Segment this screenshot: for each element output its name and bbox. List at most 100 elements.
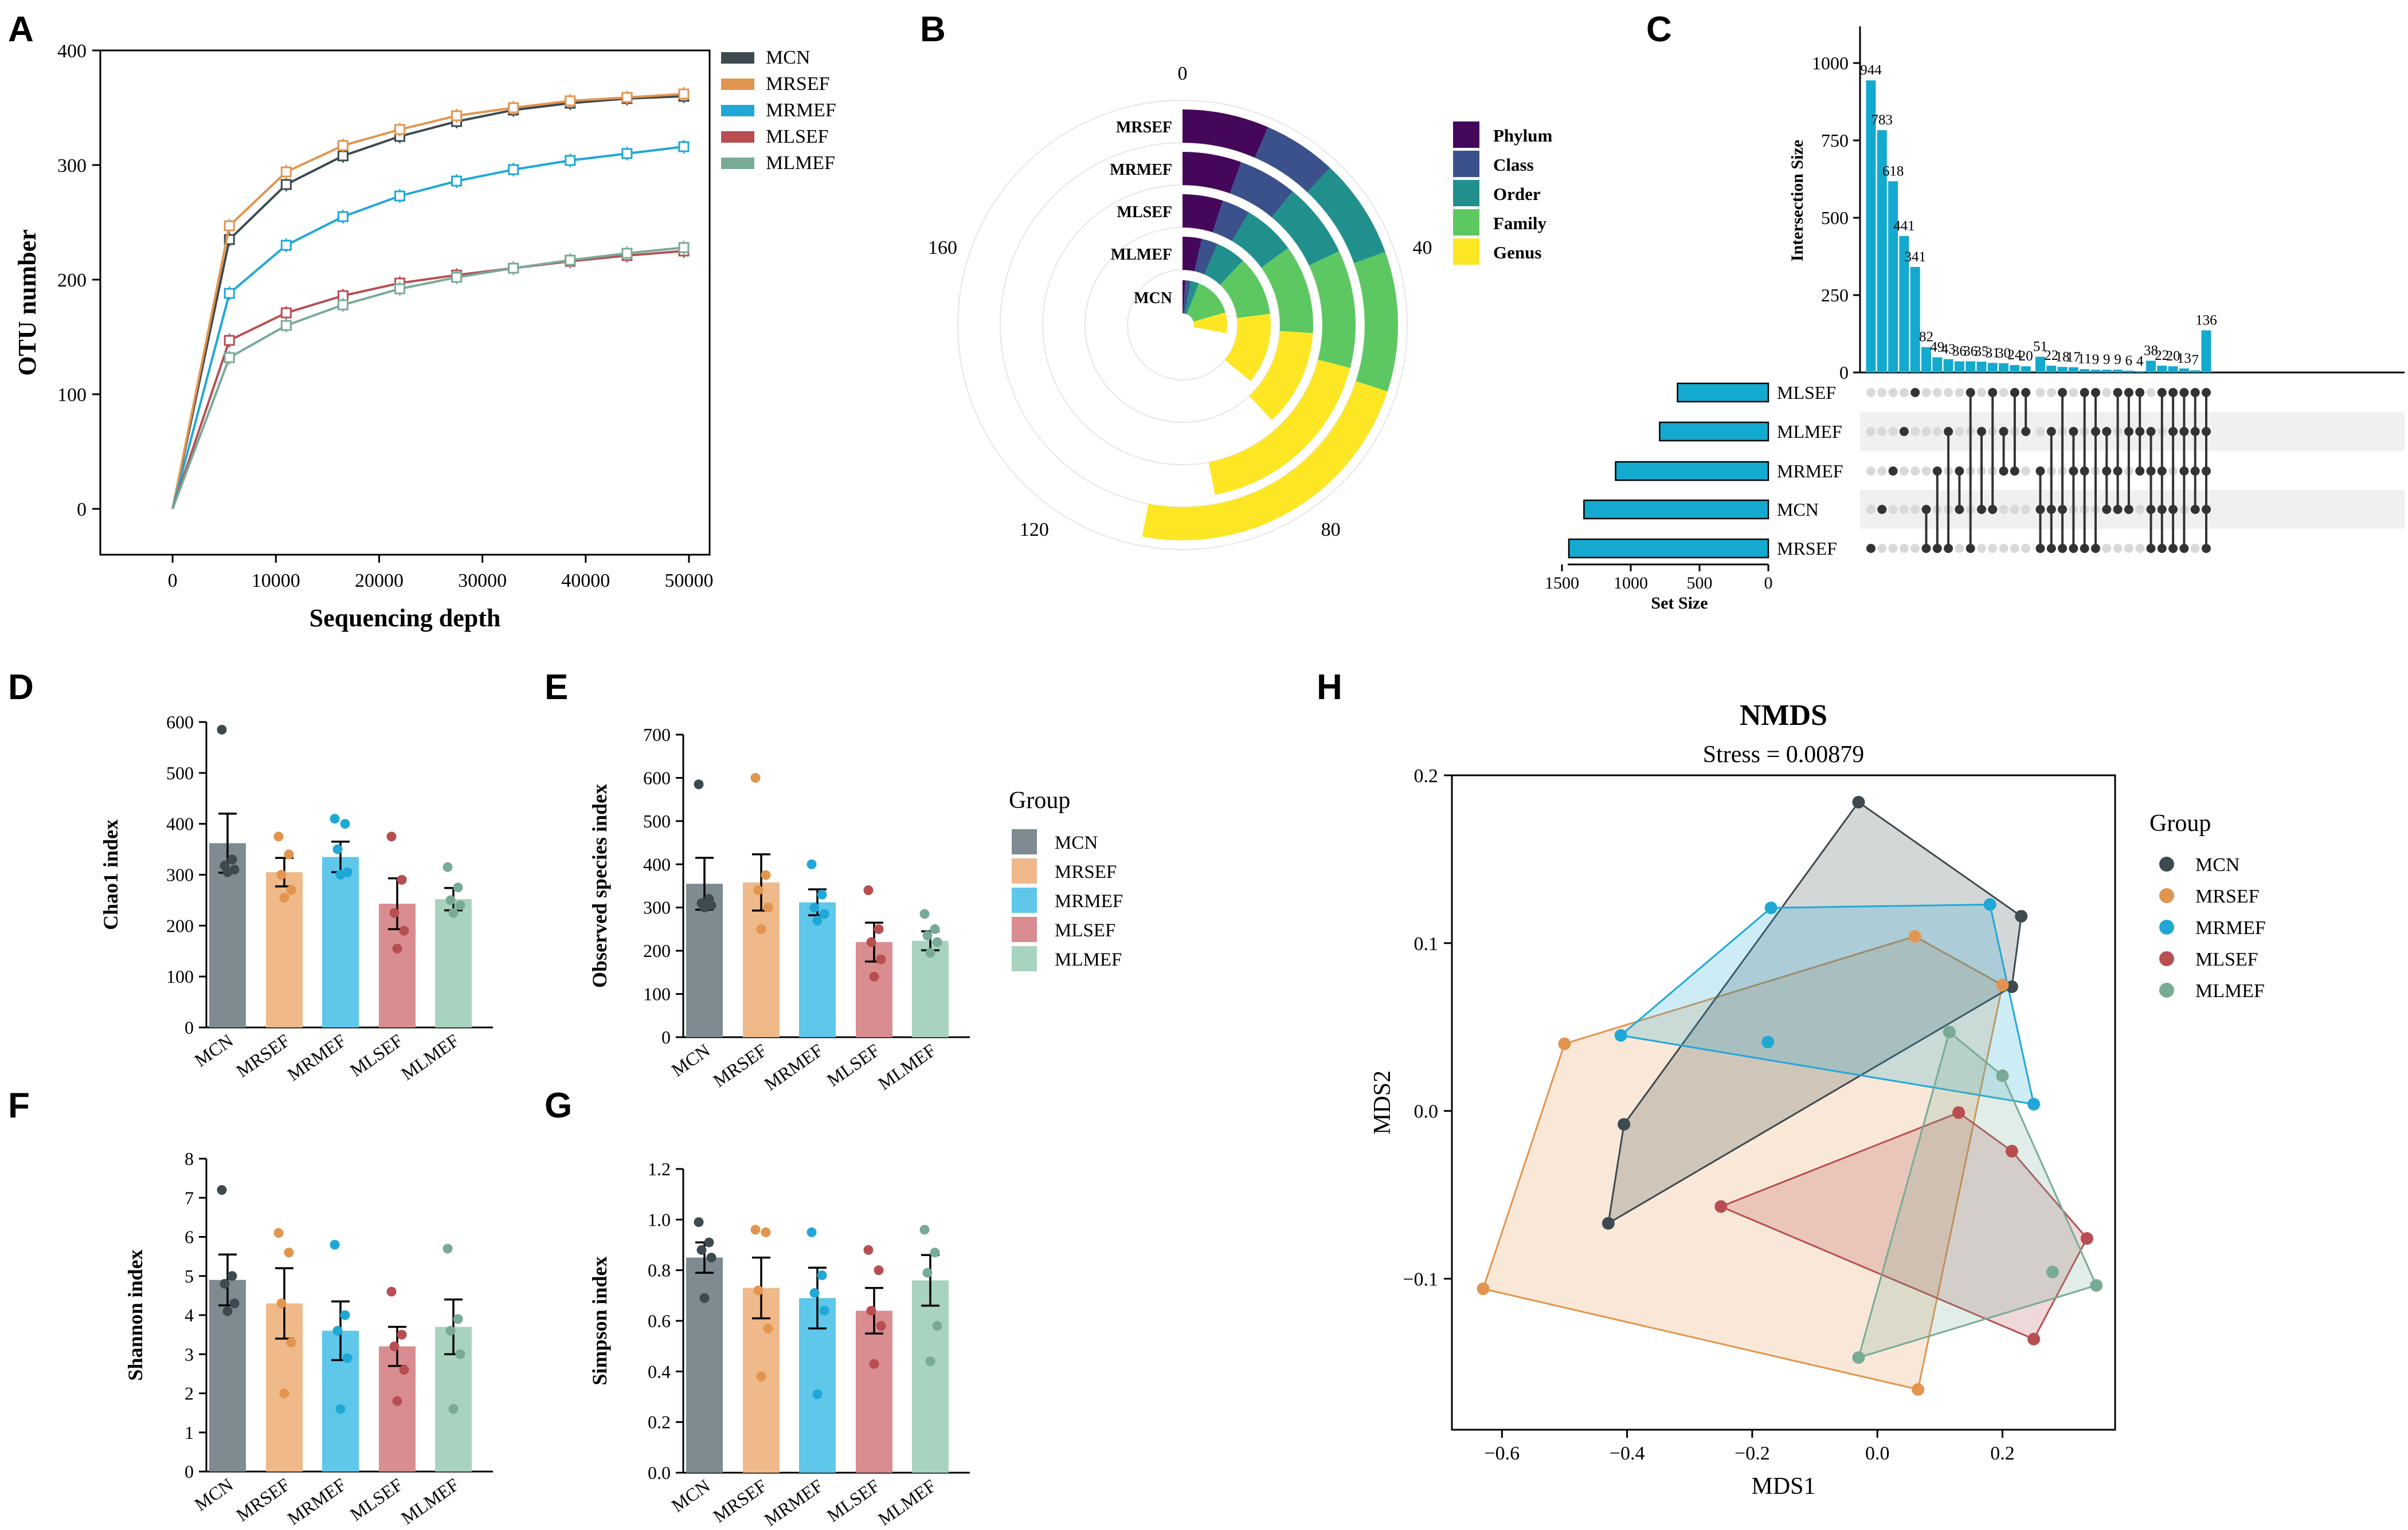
- legend-label: Family: [1493, 213, 1546, 233]
- set-size-bar-MLSEF: [1677, 382, 1769, 403]
- intersection-label: 51: [2033, 339, 2047, 354]
- data-point-MRSEF: [761, 870, 771, 880]
- data-point-MLSEF: [224, 335, 235, 346]
- radial-bar-MRSEF-Order: [1307, 167, 1385, 264]
- y-tick-label: 200: [643, 940, 671, 961]
- data-point-MLMEF: [922, 1268, 933, 1278]
- y-tick-label: 0: [661, 1027, 671, 1048]
- matrix-dot: [2190, 544, 2200, 553]
- sample-point-MRMEF: [1764, 901, 1777, 915]
- bar-MLMEF: [435, 899, 472, 1027]
- radial-bar-MLMEF-Phylum: [1183, 237, 1202, 272]
- data-point-MLMEF: [453, 882, 463, 893]
- sample-point-MLMEF: [2046, 1265, 2059, 1278]
- sample-point-MLMEF: [1943, 1026, 1956, 1039]
- series-line-MCN: [171, 95, 684, 509]
- matrix-dot: [1999, 505, 2008, 514]
- intersection-label: 7: [2191, 352, 2199, 368]
- data-point-MRSEF: [273, 1228, 284, 1238]
- data-point-MCN: [217, 1185, 227, 1195]
- y-tick-label: 500: [1821, 207, 1849, 228]
- data-point-MRMEF: [806, 1227, 817, 1237]
- y-tick-label: 8: [185, 1148, 194, 1169]
- intersection-bar: [1888, 181, 1898, 372]
- intersection-bar: [2021, 366, 2031, 372]
- y-axis-label: OTU number: [13, 229, 41, 375]
- data-point-MCN: [220, 1278, 230, 1289]
- data-point-MRSEF: [763, 1323, 773, 1333]
- panel-letter-a: A: [8, 10, 34, 49]
- radial-bar-MLSEF-Genus: [1249, 331, 1313, 421]
- sample-point-MLSEF: [1952, 1106, 1965, 1119]
- intersection-bar: [2146, 360, 2156, 372]
- intersection-label: 36: [1952, 344, 1967, 359]
- matrix-dot-active: [1899, 427, 1909, 436]
- hull-MCN: [1607, 801, 2022, 1225]
- hull-MRSEF: [1482, 935, 2004, 1391]
- data-point-MLMEF: [455, 900, 465, 911]
- legend-label: Order: [1493, 184, 1541, 204]
- matrix-dot: [2069, 388, 2078, 397]
- matrix-dot: [1866, 466, 1876, 476]
- y-tick-label: 0: [185, 1461, 194, 1482]
- intersection-label: 30: [1996, 346, 2011, 361]
- matrix-dot: [1921, 388, 1931, 397]
- legend-swatch-Family: [1453, 209, 1479, 236]
- set-size-tick-label: 1500: [1545, 574, 1579, 593]
- matrix-dot: [1910, 505, 1920, 514]
- y-tick-label: −0.1: [1403, 1269, 1438, 1290]
- matrix-dot: [1999, 388, 2008, 397]
- legend-title: Group: [1009, 787, 1070, 814]
- y-axis-label: Observed species index: [588, 784, 611, 988]
- intersection-label: 17: [2066, 350, 2081, 365]
- legend-swatch-MLSEF: [1012, 917, 1037, 942]
- intersection-label: 6: [2125, 353, 2133, 368]
- intersection-bar: [1954, 361, 1964, 372]
- matrix-dot: [1999, 544, 2008, 553]
- radial-bar-MLMEF-Class: [1194, 238, 1218, 274]
- set-size-tick-label: 1000: [1614, 574, 1648, 593]
- legend-marker-MLSEF: [2159, 951, 2174, 966]
- data-point-MRMEF: [342, 1353, 353, 1363]
- matrix-dot: [1977, 388, 1986, 397]
- data-point-MRSEF: [750, 1225, 761, 1235]
- angle-tick-label: 0: [1178, 63, 1188, 84]
- intersection-bar: [2101, 370, 2112, 372]
- sample-point-MLSEF: [2080, 1232, 2093, 1245]
- sample-point-MCN: [1602, 1217, 1615, 1230]
- legend-label: MRSEF: [766, 73, 830, 95]
- y-tick-label: 0.6: [648, 1311, 671, 1331]
- intersection-bar: [2168, 366, 2178, 372]
- data-point-MLMEF: [621, 248, 633, 259]
- matrix-dot: [2046, 388, 2056, 397]
- data-point-MLMEF: [443, 1243, 453, 1254]
- radial-bar-MRMEF-Class: [1230, 162, 1293, 217]
- legend-label: MLSEF: [2195, 949, 2258, 970]
- ring-label: MCN: [1134, 289, 1172, 307]
- data-point-MRSEF: [678, 88, 690, 100]
- data-point-MLSEF: [874, 924, 884, 934]
- sample-point-MRSEF: [1996, 979, 2009, 992]
- series-line-MRMEF: [171, 146, 684, 509]
- matrix-dot: [1888, 427, 1898, 436]
- y-tick-label: 300: [57, 155, 87, 176]
- matrix-dot: [2010, 544, 2019, 553]
- sample-point-MRSEF: [1558, 1037, 1571, 1050]
- data-point-MLMEF: [565, 254, 576, 266]
- data-point-MRSEF: [756, 924, 766, 934]
- sample-point-MLSEF: [2005, 1144, 2018, 1158]
- plot-frame: [99, 49, 711, 556]
- intersection-bar: [2124, 370, 2134, 372]
- data-point-MCN: [229, 1298, 240, 1309]
- data-point-MLSEF: [399, 1365, 409, 1375]
- y-tick-label: 1.0: [648, 1209, 671, 1230]
- y-tick-label: 750: [1821, 130, 1849, 151]
- data-point-MLMEF: [919, 1225, 930, 1235]
- y-tick-label: 0.4: [648, 1361, 671, 1382]
- series-line-MLMEF: [171, 246, 684, 509]
- radial-bar-MLMEF-Family: [1220, 260, 1270, 318]
- y-tick-label: 600: [166, 712, 194, 732]
- legend-label: MRMEF: [766, 100, 836, 121]
- x-tick-label: 50000: [664, 570, 713, 591]
